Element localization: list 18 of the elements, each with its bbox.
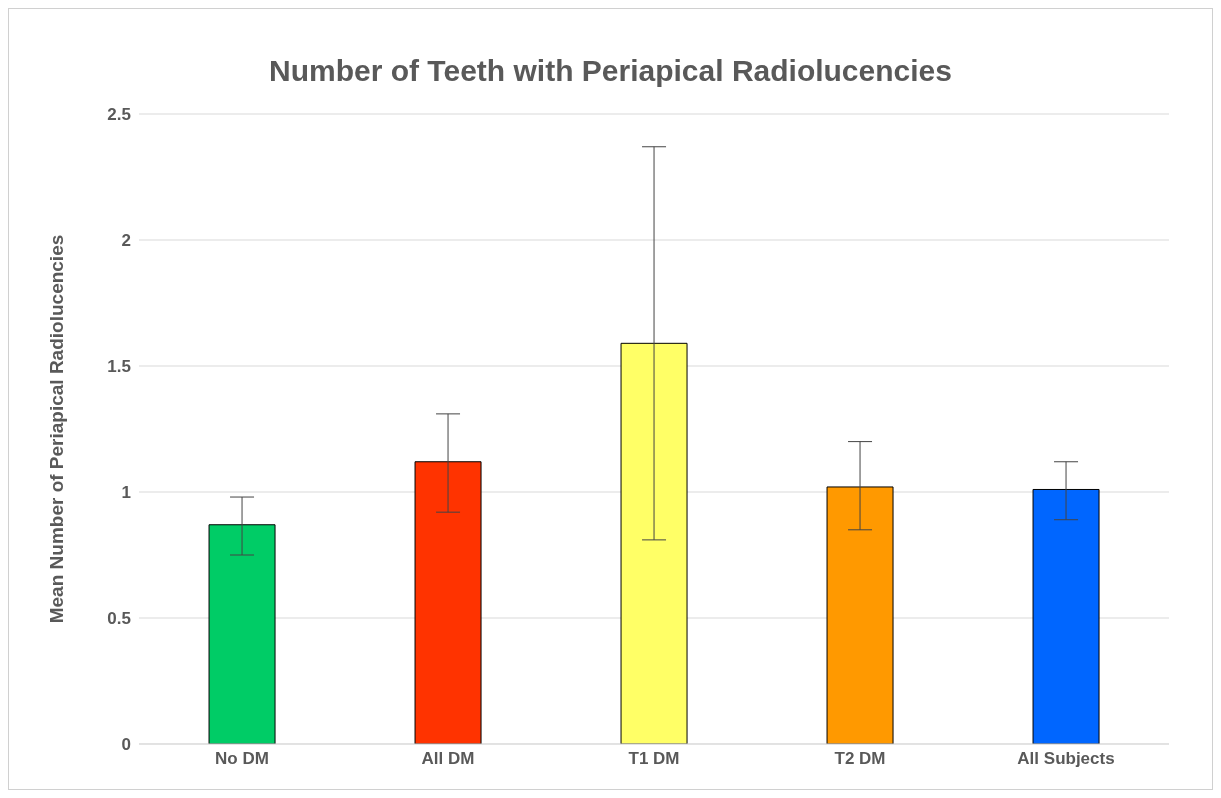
x-tick-label: T1 DM [628,749,680,769]
y-tick-label: 0.5 [107,609,131,629]
y-tick-label: 2.5 [107,105,131,125]
y-tick-label: 1.5 [107,357,131,377]
chart-title: Number of Teeth with Periapical Radiolucencies [268,54,953,89]
bar [208,524,276,744]
y-tick-label: 2 [121,231,131,251]
bar [826,486,894,744]
x-tick-label: All Subjects [1017,749,1115,769]
bar [414,461,482,744]
bar [620,342,688,744]
y-tick-label: 1 [121,483,131,503]
y-tick-label: 0 [121,735,131,755]
bar [1032,488,1100,744]
x-tick-label: T2 DM [834,749,886,769]
x-tick-label: No DM [215,749,269,769]
y-axis-title: Mean Number of Periapical Radiolucencies [45,234,67,624]
x-tick-label: All DM [421,749,475,769]
